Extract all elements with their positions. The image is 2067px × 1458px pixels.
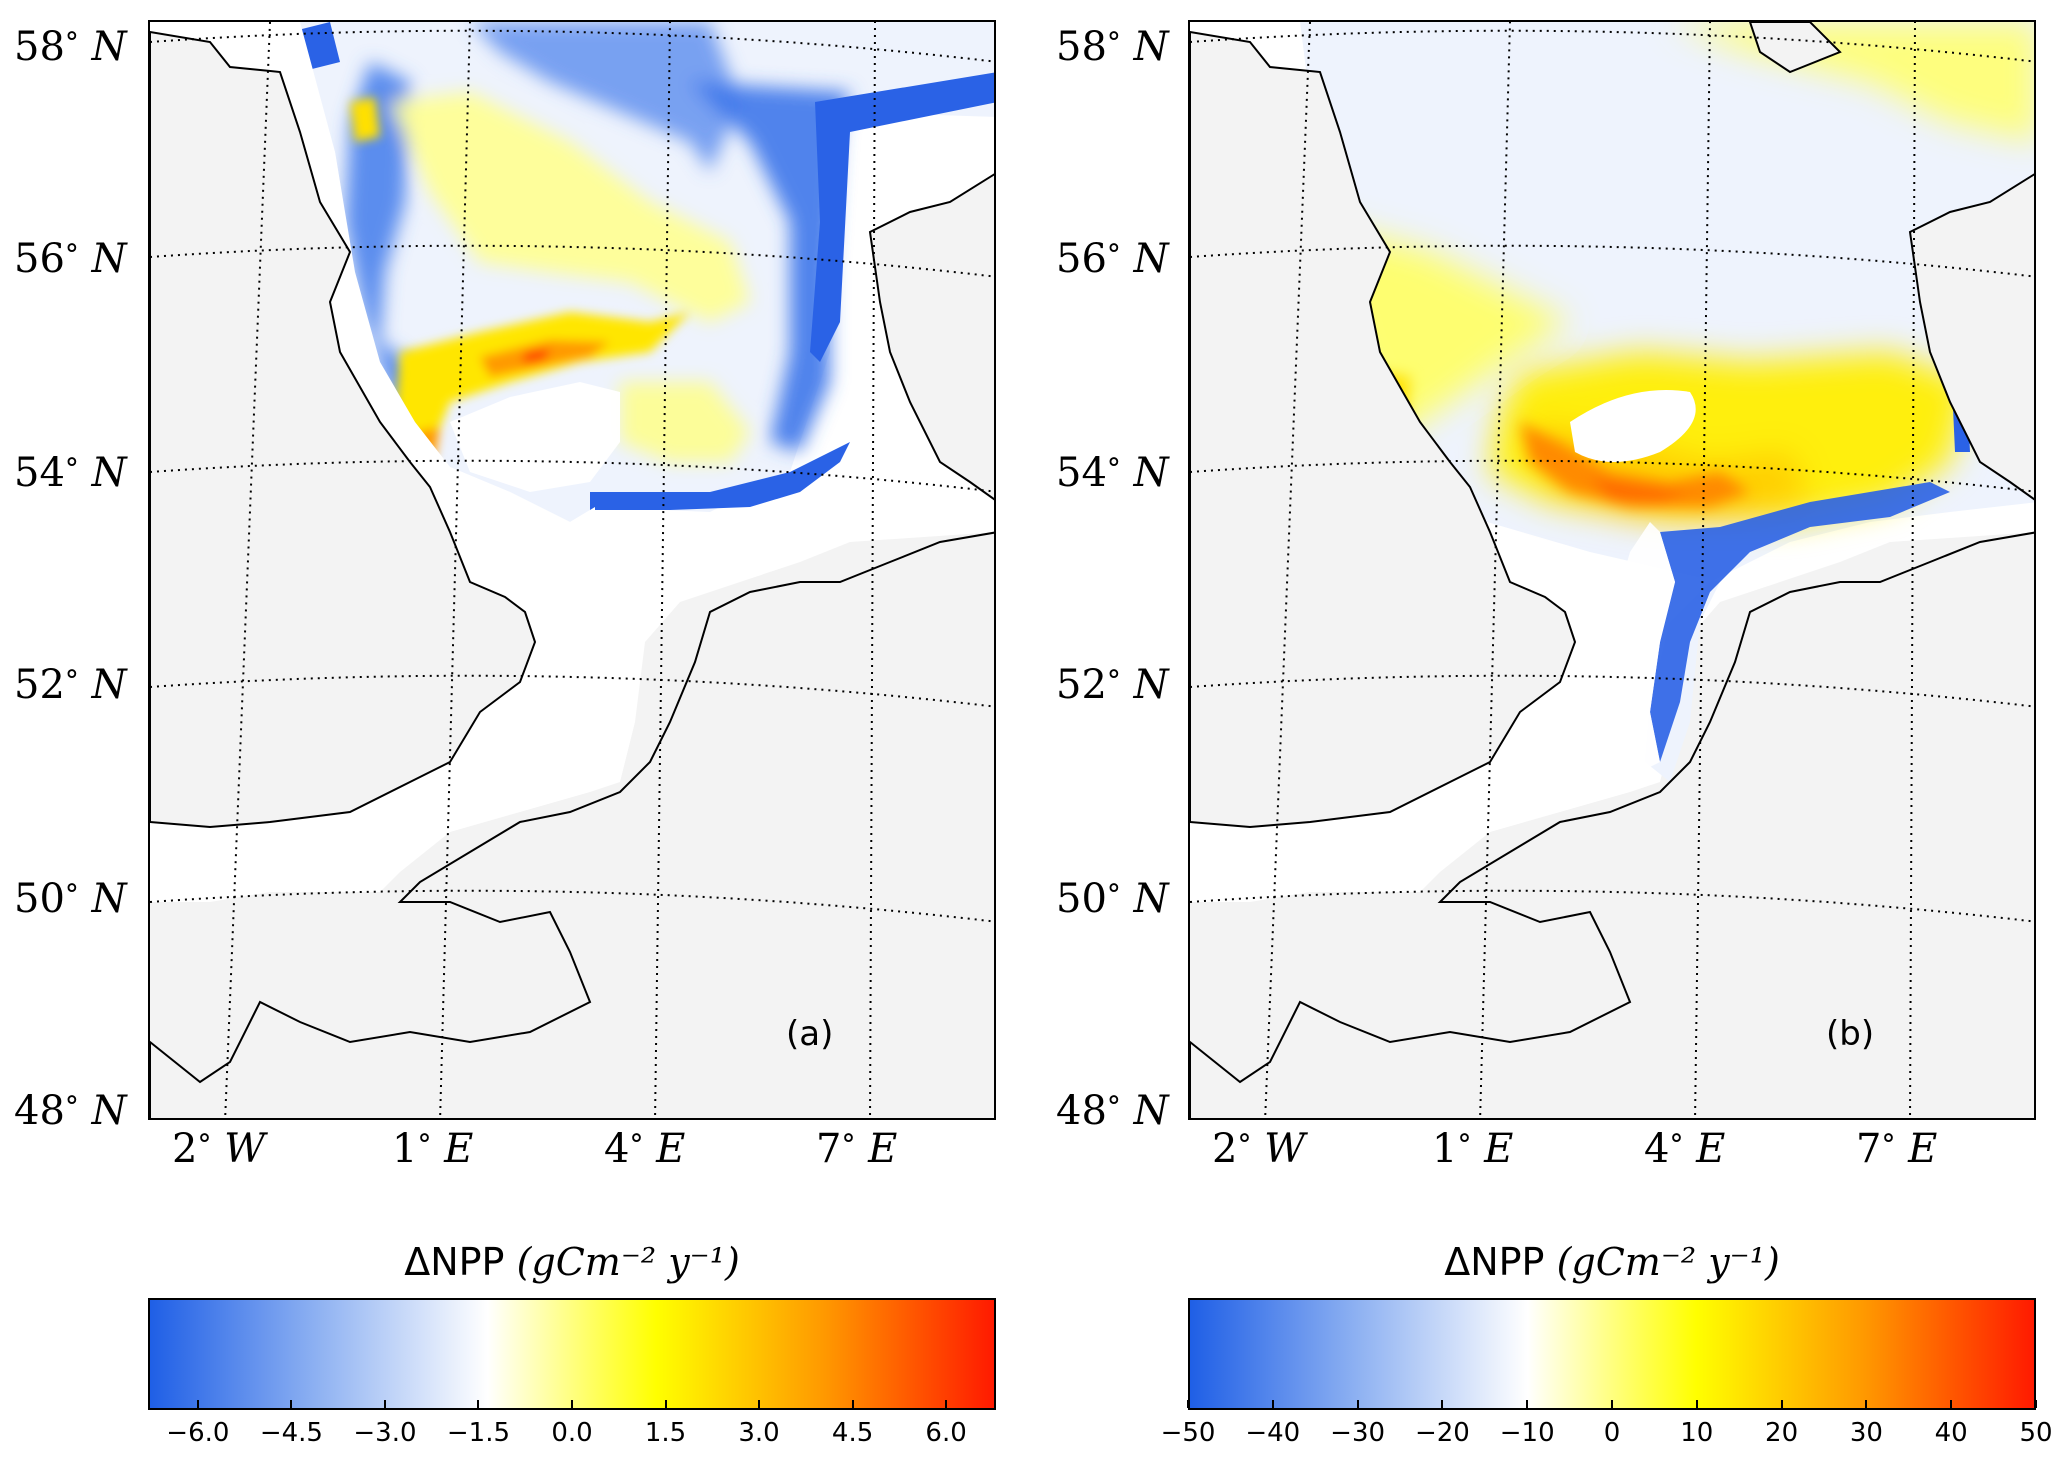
colorbar-tick-label: −20	[1414, 1418, 1470, 1448]
colorbar-tick	[1611, 1400, 1613, 1408]
coastlines-b	[1190, 22, 2034, 1118]
colorbar-tick-label: 40	[1934, 1418, 1968, 1448]
map-panel-b: (b)	[1188, 20, 2036, 1120]
coastlines-a	[150, 30, 994, 1118]
colorbar-tick-label: −4.5	[259, 1418, 323, 1448]
colorbar-tick	[383, 1400, 386, 1408]
colorbar-tick	[571, 1400, 573, 1408]
lat-label: 48° N	[1056, 1088, 1169, 1134]
colorbar-tick-label: −3.0	[353, 1418, 417, 1448]
colorbar-tick	[1695, 1400, 1698, 1408]
lat-label: 52° N	[14, 662, 127, 708]
lon-label: 4° E	[1644, 1126, 1726, 1172]
colorbar-tick-label: 30	[1849, 1418, 1883, 1448]
colorbar-tick-label: −50	[1160, 1418, 1216, 1448]
lon-label: 4° E	[604, 1126, 686, 1172]
colorbar-tick	[1950, 1400, 1953, 1408]
lon-label: 7° E	[1856, 1126, 1938, 1172]
lat-label: 56° N	[14, 236, 127, 282]
colorbar-b	[1188, 1298, 2036, 1410]
colorbar-tick-label: −6.0	[166, 1418, 230, 1448]
colorbar-tick-label: −30	[1330, 1418, 1386, 1448]
colorbar-tick-label: −10	[1499, 1418, 1555, 1448]
lat-label: 58° N	[14, 24, 127, 70]
colorbar-tick-label: 1.5	[644, 1418, 687, 1448]
colorbar-tick	[664, 1400, 667, 1408]
colorbar-tick	[758, 1400, 761, 1408]
map-panel-a: (a)	[148, 20, 996, 1120]
colorbar-tick-label: 0	[1603, 1418, 1621, 1448]
colorbar-tick	[1271, 1400, 1274, 1408]
colorbar-tick	[1441, 1400, 1444, 1408]
lon-label: 1° E	[1432, 1126, 1514, 1172]
colorbar-tick	[1187, 1400, 1189, 1408]
colorbar-tick	[1780, 1400, 1783, 1408]
colorbar-tick	[477, 1400, 480, 1408]
lon-label: 2° W	[172, 1126, 266, 1172]
colorbar-tick	[945, 1400, 948, 1408]
colorbar-tick	[290, 1400, 293, 1408]
colorbar-title-b: ΔNPP (gCm⁻² y⁻¹)	[1444, 1240, 1780, 1284]
colorbar-tick-label: 10	[1680, 1418, 1714, 1448]
colorbar-tick	[1526, 1400, 1529, 1408]
lat-label: 50° N	[1056, 876, 1169, 922]
colorbar-tick-label: −40	[1245, 1418, 1301, 1448]
lon-label: 1° E	[392, 1126, 474, 1172]
colorbar-tick-label: 4.5	[831, 1418, 874, 1448]
graticule-a	[150, 22, 994, 1118]
colorbar-tick	[2035, 1400, 2037, 1408]
lat-label: 54° N	[1056, 450, 1169, 496]
colorbar-tick	[196, 1400, 199, 1408]
lat-label: 50° N	[14, 876, 127, 922]
lat-label: 54° N	[14, 450, 127, 496]
colorbar-tick-label: 20	[1765, 1418, 1799, 1448]
lat-label: 58° N	[1056, 24, 1169, 70]
colorbar-tick-label: 3.0	[738, 1418, 780, 1448]
colorbar-tick	[1356, 1400, 1359, 1408]
lon-label: 7° E	[816, 1126, 898, 1172]
lat-label: 56° N	[1056, 236, 1169, 282]
colorbar-tick-label: 50	[2019, 1418, 2053, 1448]
colorbar-a	[148, 1298, 996, 1410]
panel-label-a: (a)	[786, 1014, 834, 1054]
colorbar-tick-label: 6.0	[925, 1418, 967, 1448]
colorbar-tick-label: −1.5	[446, 1418, 511, 1448]
panel-label-b: (b)	[1826, 1014, 1875, 1054]
map-b-canvas	[1190, 22, 2034, 1118]
colorbar-tick	[851, 1400, 854, 1408]
colorbar-tick-label: 0.0	[551, 1418, 593, 1448]
colorbar-title-a: ΔNPP (gCm⁻² y⁻¹)	[404, 1240, 740, 1284]
lat-label: 52° N	[1056, 662, 1169, 708]
lon-label: 2° W	[1212, 1126, 1306, 1172]
graticule-b	[1190, 22, 2034, 1118]
lat-label: 48° N	[14, 1088, 127, 1134]
colorbar-tick	[1865, 1400, 1868, 1408]
map-a-canvas	[150, 22, 994, 1118]
